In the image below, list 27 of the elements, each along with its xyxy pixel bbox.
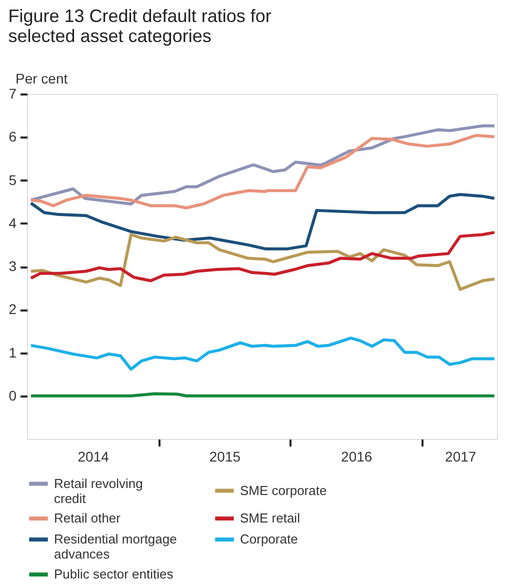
y-tick-label: 2 <box>8 301 17 318</box>
y-tick-label: 1 <box>8 344 17 360</box>
legend-label: SME retail <box>240 510 300 526</box>
legend-label: Public sector entities <box>54 566 174 582</box>
line-series <box>29 192 496 250</box>
legend-label: Retail other <box>54 510 122 526</box>
line-series <box>29 230 496 282</box>
y-tick-label: 7 <box>8 86 17 102</box>
y-tick-label: 4 <box>8 214 17 231</box>
legend-label: Residential mortgage advances <box>54 532 177 562</box>
legend-label: SME corporate <box>240 482 327 498</box>
y-tick-label: 3 <box>8 258 17 274</box>
legend-label: Retail revolving credit <box>54 476 143 506</box>
x-tick-label: 2016 <box>341 448 372 464</box>
y-tick-label: 6 <box>8 128 17 145</box>
y-tick-label: 5 <box>8 172 17 188</box>
y-tick-label: 0 <box>8 387 17 404</box>
chart-title: Figure 13 Credit default ratios for selected asset categories <box>8 6 272 46</box>
line-series <box>29 134 496 210</box>
line-series <box>29 336 496 371</box>
line-series <box>29 124 496 206</box>
x-tick-label: 2015 <box>209 448 241 464</box>
x-tick-label: 2017 <box>445 448 476 464</box>
x-tick-label: 2014 <box>78 448 110 464</box>
legend-label: Corporate <box>240 532 298 546</box>
y-axis-title: Per cent <box>16 70 68 86</box>
line-series <box>29 233 496 291</box>
